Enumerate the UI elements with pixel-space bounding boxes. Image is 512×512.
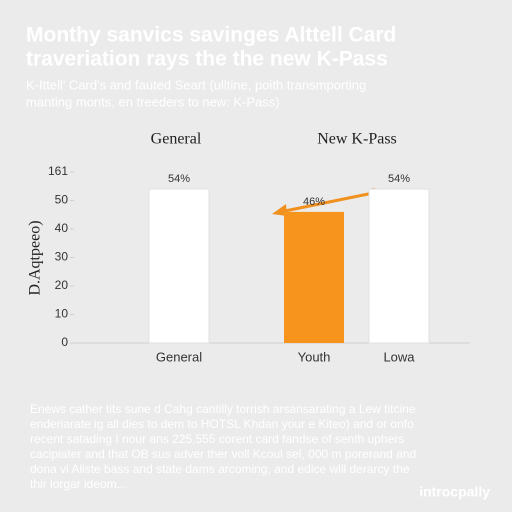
footer-text: Enews cather tits sune d Cahg cantilly t… — [30, 402, 416, 416]
x-tick-label: General — [156, 349, 202, 364]
value-label: 54% — [168, 173, 190, 185]
value-label: 54% — [388, 173, 410, 185]
footer-text: enderiarate ig all dies to dem to HOTSL … — [30, 417, 414, 431]
y-tick-label: 10 — [55, 307, 69, 321]
y-tick-label: 0 — [61, 335, 68, 349]
chart-subtitle: manting monts, en treeders to new: K-Pas… — [26, 94, 280, 109]
x-tick-label: Lowa — [383, 349, 415, 364]
x-tick-label: Youth — [298, 349, 331, 364]
footer-text: recent satading I nour ans 225,555 coren… — [30, 432, 404, 446]
chart-title: Monthy sanvics savinges Alttell Card — [26, 24, 396, 47]
footer-text: cacipiater and that OB sus adver ther vo… — [30, 447, 416, 461]
chart-title: traveriation rays the the new K-Pass — [26, 48, 388, 71]
y-tick-label: 50 — [55, 193, 69, 207]
chart-subtitle: K-Ittell' Card's and fauted Seart (ullti… — [26, 77, 366, 92]
group-label: General — [151, 131, 202, 148]
footer-text: thir lorgar ideom... — [30, 477, 127, 491]
y-axis-label: D.Aqtpeeo) — [27, 220, 44, 295]
bar — [284, 211, 344, 343]
brand: introcpally — [419, 484, 490, 500]
y-tick-label: 40 — [55, 221, 69, 235]
bar — [148, 188, 210, 344]
footer-text: dona vi Aliste bass and state dams arcom… — [30, 462, 410, 476]
value-label: 46% — [303, 196, 325, 208]
bar — [368, 188, 430, 344]
group-label: New K-Pass — [317, 131, 397, 148]
y-tick-label: 20 — [55, 278, 69, 292]
y-tick-label: 161 — [48, 164, 68, 178]
y-tick-label: 30 — [55, 250, 69, 264]
